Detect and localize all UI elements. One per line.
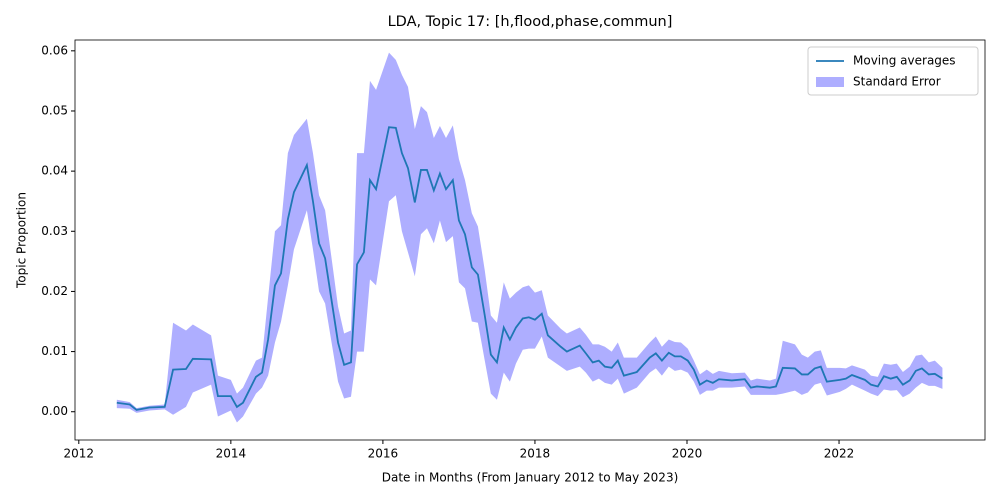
y-tick-label: 0.06 (41, 43, 68, 57)
x-tick-label: 2016 (368, 447, 399, 461)
legend-box (807, 46, 979, 96)
x-tick-label: 2012 (64, 447, 95, 461)
chart-title: LDA, Topic 17: [h,flood,phase,commun] (388, 14, 673, 30)
y-tick-label: 0.03 (41, 224, 68, 238)
x-axis-label: Date in Months (From January 2012 to May… (382, 471, 679, 485)
y-tick-label: 0.04 (41, 164, 68, 178)
x-tick-label: 2014 (216, 447, 247, 461)
y-axis-label: Topic Proportion (15, 192, 29, 289)
y-tick-label: 0.05 (41, 103, 68, 117)
legend-label: Moving averages (853, 54, 956, 68)
y-tick-label: 0.01 (41, 344, 68, 358)
legend-label: Standard Error (853, 75, 941, 89)
x-tick-label: 2020 (672, 447, 703, 461)
y-tick-label: 0.02 (41, 284, 68, 298)
legend-patch (816, 77, 844, 87)
moving-average-line (116, 126, 943, 411)
x-tick-label: 2022 (824, 447, 855, 461)
plot-frame (74, 39, 986, 441)
standard-error-band (116, 52, 943, 423)
x-tick-label: 2018 (520, 447, 551, 461)
y-tick-label: 0.00 (41, 404, 68, 418)
